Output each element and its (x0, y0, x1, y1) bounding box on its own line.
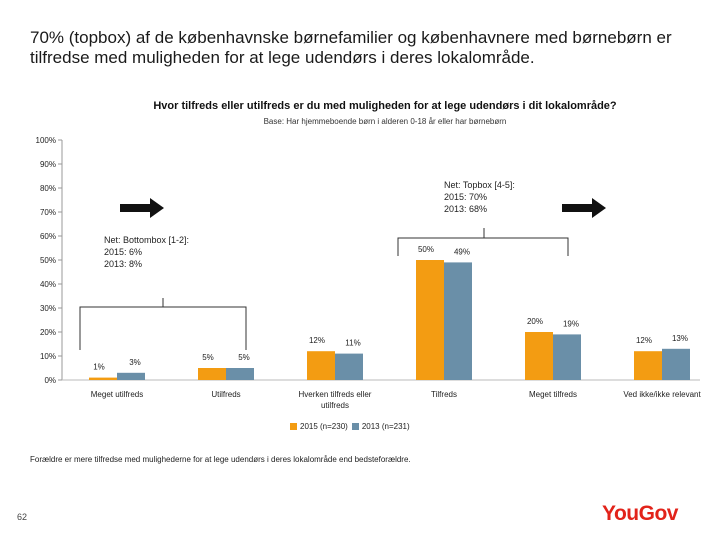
data-label: 11% (345, 339, 360, 348)
x-tick-label: utilfreds (321, 401, 349, 410)
data-label: 12% (636, 336, 652, 345)
data-label: 12% (309, 336, 325, 345)
y-tick-label: 10% (40, 352, 56, 361)
arrow-right-icon (562, 198, 606, 218)
legend-item-2013: 2013 (n=231) (351, 422, 410, 431)
data-label: 5% (238, 353, 250, 362)
y-tick-label: 100% (36, 136, 56, 145)
data-label: 50% (418, 245, 434, 254)
data-label: 13% (672, 334, 688, 343)
data-label: 20% (527, 317, 543, 326)
bar-2015-3 (416, 260, 444, 380)
data-label: 1% (93, 363, 105, 372)
legend-swatch-2015 (290, 423, 297, 430)
bar-2015-0 (89, 377, 117, 380)
bar-2013-0 (117, 372, 145, 380)
chart-title: Hvor tilfreds eller utilfreds er du med … (153, 100, 617, 112)
bar-2015-2 (307, 351, 335, 380)
y-tick-label: 70% (40, 208, 56, 217)
bottombox-2015: 2015: 6% (104, 247, 143, 257)
y-tick-label: 90% (40, 160, 56, 169)
arrow-left-icon (120, 198, 164, 218)
bar-2015-5 (634, 351, 662, 380)
x-tick-label: Meget tilfreds (529, 390, 577, 399)
topbox-title: Net: Topbox [4-5]: (444, 180, 515, 190)
topbox-2013: 2013: 68% (444, 204, 488, 214)
x-tick-label: Utilfreds (211, 390, 240, 399)
footnote: Forældre er mere tilfredse med mulighede… (30, 455, 411, 464)
y-tick-label: 30% (40, 304, 56, 313)
data-label: 3% (129, 358, 141, 367)
data-label: 5% (202, 353, 214, 362)
bar-2013-4 (553, 334, 581, 380)
bars: 1% 3% Meget utilfreds 5% 5% Utilfreds 12% 11% Hv… (89, 245, 701, 410)
bottombox-2013: 2013: 8% (104, 259, 143, 269)
bar-2013-5 (662, 348, 690, 380)
y-axis: 0% 10% 20% 30% 40% 50% 60% 70% 80% 90% 100% (36, 136, 700, 385)
y-tick-label: 20% (40, 328, 56, 337)
bar-2013-1 (226, 368, 254, 380)
x-tick-label: Tilfreds (431, 390, 457, 399)
y-tick-label: 0% (44, 376, 56, 385)
bar-2015-4 (525, 332, 553, 380)
bar-2013-3 (444, 262, 472, 380)
legend-label-2015: 2015 (n=230) (300, 422, 348, 431)
legend-item-2015: 2015 (n=230) (290, 422, 348, 431)
topbox-annotation: Net: Topbox [4-5]: 2015: 70% 2013: 68% (444, 179, 515, 215)
page-headline: 70% (topbox) af de københavnske børnefam… (30, 28, 672, 67)
data-label: 19% (563, 319, 579, 328)
bar-2013-2 (335, 353, 363, 380)
bottombox-title: Net: Bottombox [1-2]: (104, 235, 190, 245)
legend-swatch-2013 (351, 423, 359, 430)
bottombox-annotation: Net: Bottombox [1-2]: 2015: 6% 2013: 8% (104, 234, 189, 270)
data-label: 49% (454, 247, 470, 256)
bracket-annotations (79, 198, 606, 350)
y-tick-label: 80% (40, 184, 56, 193)
y-tick-label: 50% (40, 256, 56, 265)
topbox-bracket (397, 237, 569, 256)
bottombox-bracket (79, 306, 247, 350)
page-number: 62 (17, 512, 28, 522)
y-tick-label: 60% (40, 232, 56, 241)
yougov-logo: YouGov (602, 502, 678, 525)
topbox-2015: 2015: 70% (444, 192, 488, 202)
y-tick-label: 40% (40, 280, 56, 289)
x-tick-label: Meget utilfreds (91, 390, 143, 399)
chart-legend: 2015 (n=230) 2013 (n=231) (290, 422, 410, 431)
bar-2015-1 (198, 368, 226, 380)
chart-subtitle: Base: Har hjemmeboende børn i alderen 0-… (263, 117, 507, 126)
legend-label-2013: 2013 (n=231) (361, 422, 410, 431)
x-tick-label: Ved ikke/ikke relevant (623, 390, 701, 399)
x-tick-label: Hverken tilfreds eller (299, 390, 372, 399)
